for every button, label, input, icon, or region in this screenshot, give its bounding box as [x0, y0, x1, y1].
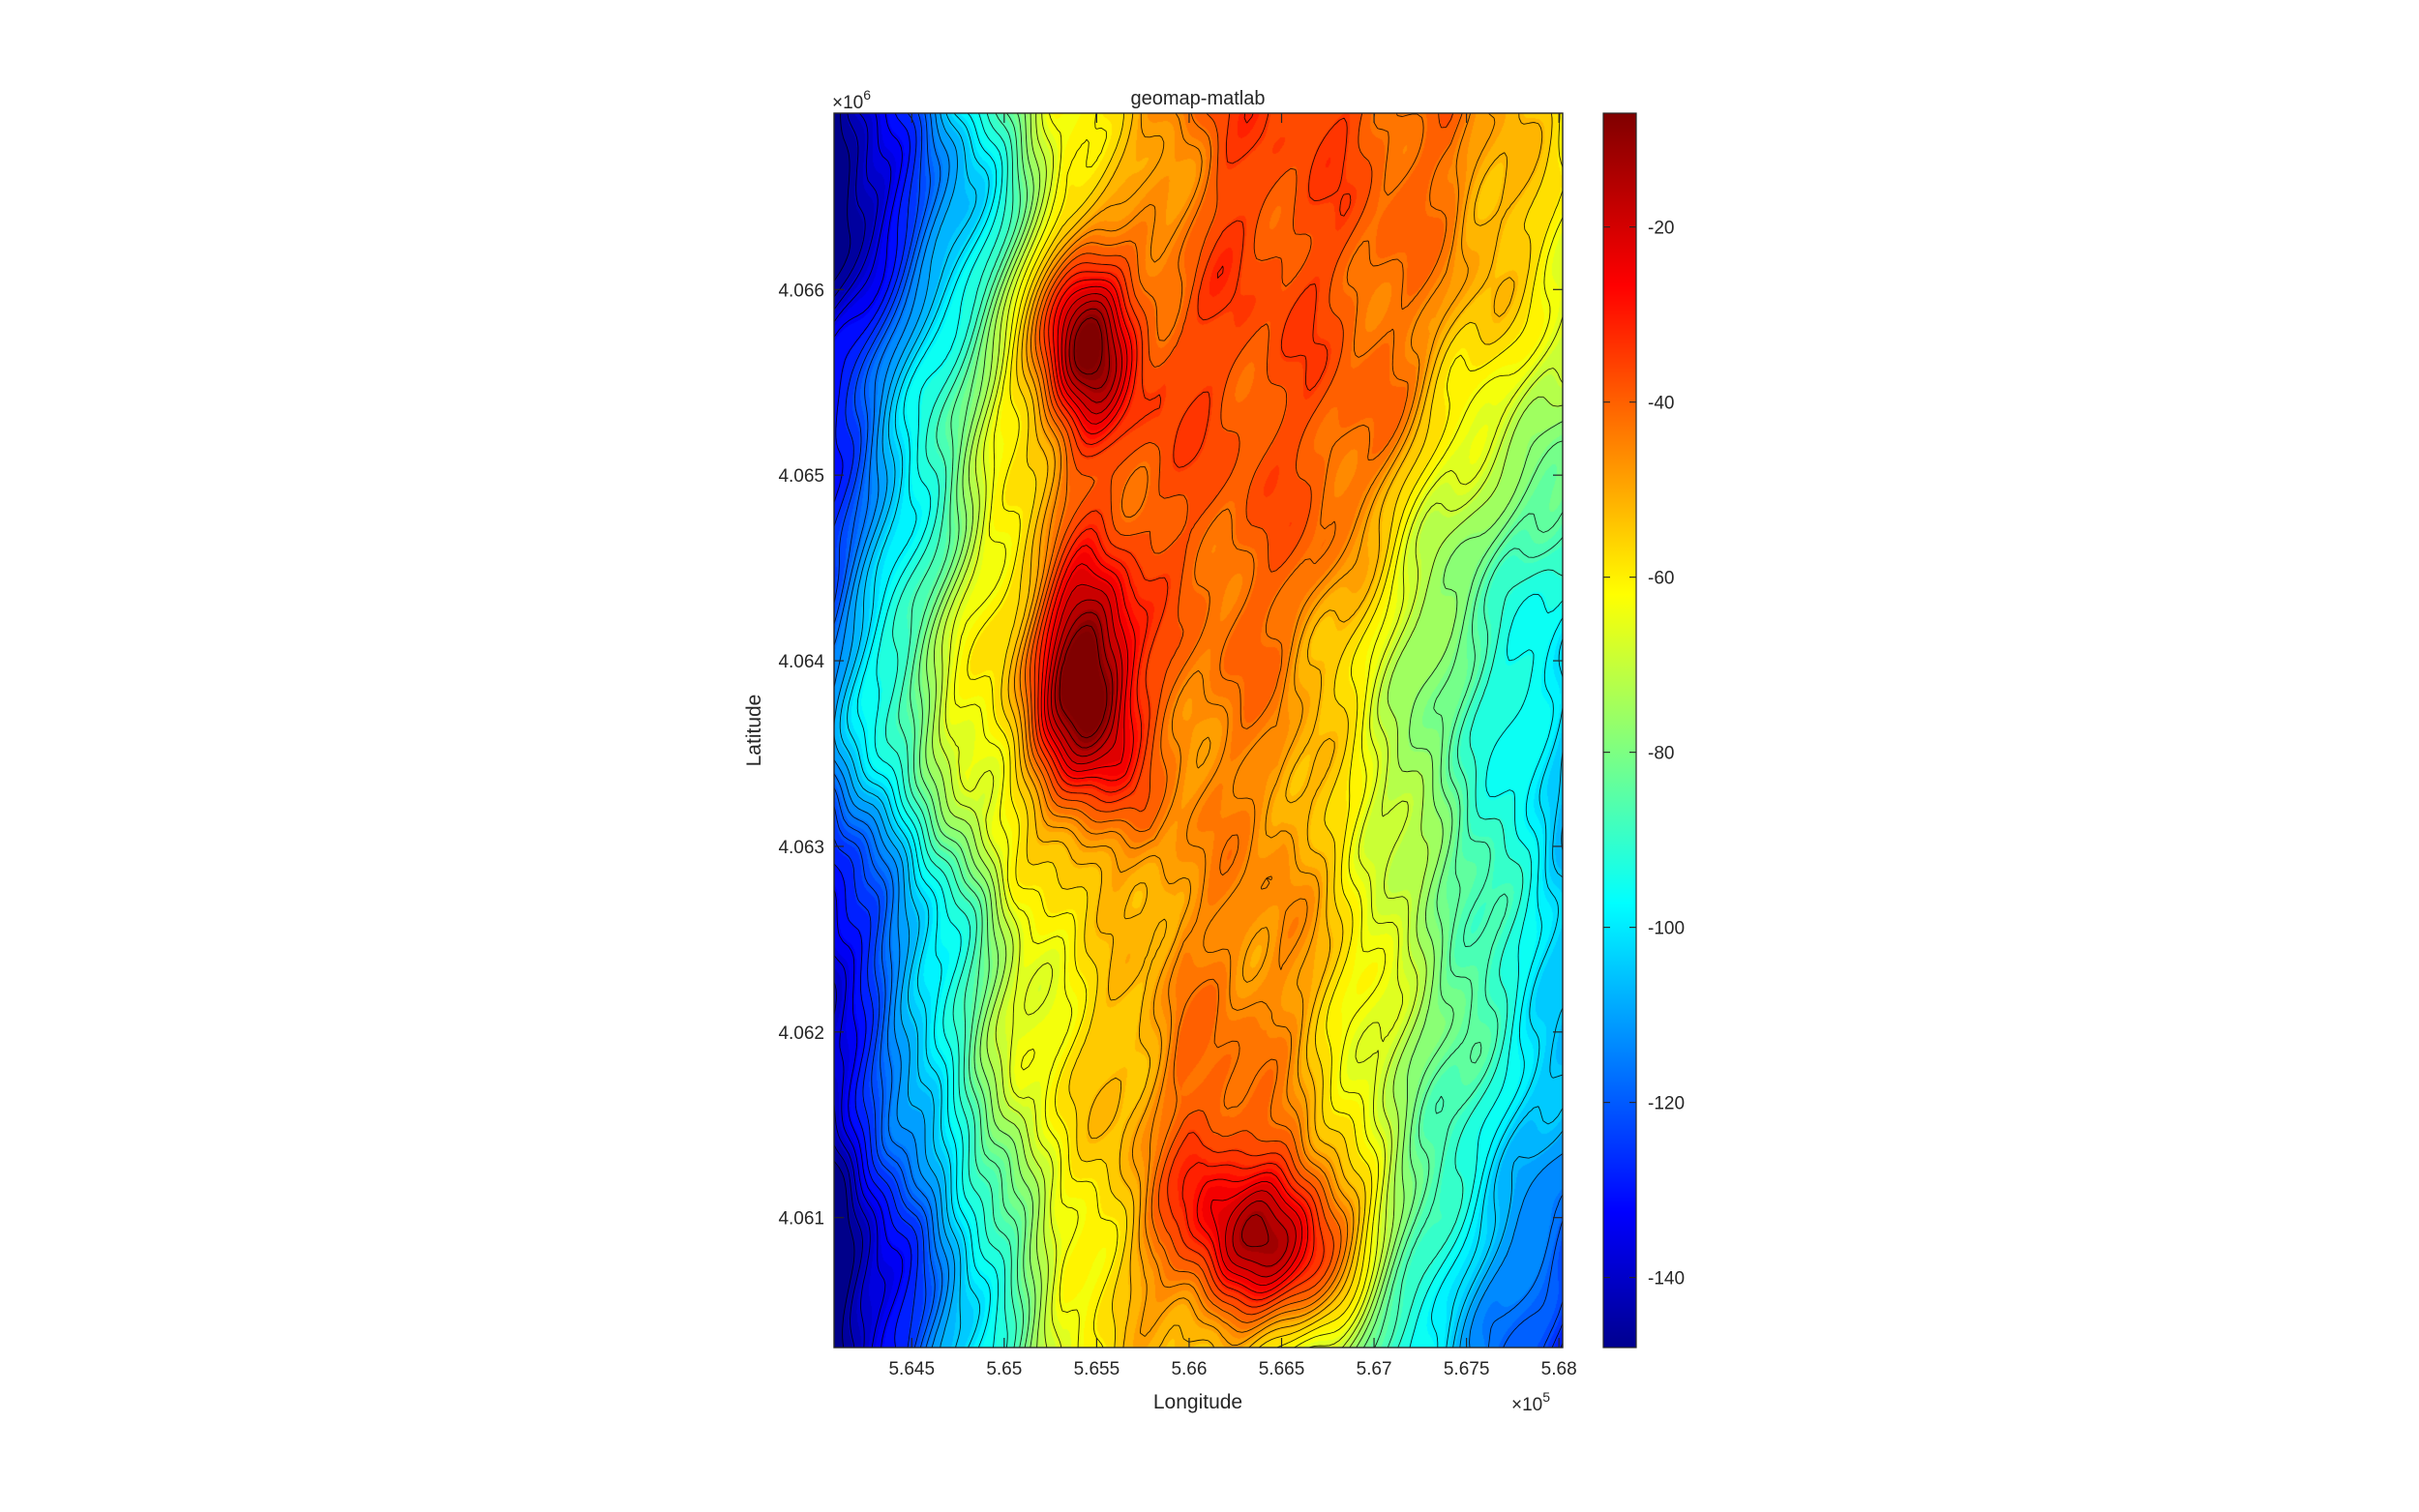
colorbar-gradient [1602, 112, 1637, 1349]
y-tick-label: 4.066 [778, 281, 824, 301]
contour-line [834, 113, 1563, 1348]
contour-line [834, 113, 1563, 1348]
contour-line [1050, 300, 1289, 1267]
svg-text:×105: ×105 [1511, 1389, 1550, 1415]
y-axis-label: Latitude [743, 695, 765, 767]
x-tick-label: 5.68 [1541, 1359, 1577, 1379]
x-tick-label: 5.67 [1357, 1359, 1392, 1379]
x-tick-label: 5.655 [1074, 1359, 1120, 1379]
y-axis-exponent: ×106 [832, 87, 871, 113]
x-tick-label: 5.675 [1444, 1359, 1490, 1379]
colorbar-tick-label: -80 [1648, 744, 1674, 764]
x-tick-label: 5.665 [1259, 1359, 1305, 1379]
colorbar-tick-label: -60 [1648, 569, 1674, 589]
x-exponent-power: 5 [1542, 1389, 1550, 1405]
contour-line [953, 113, 1563, 1348]
y-tick-label: 4.063 [778, 838, 824, 858]
contour-line [834, 113, 855, 1348]
contour-line [874, 113, 1563, 1348]
x-tick-label: 5.65 [986, 1359, 1022, 1379]
x-exponent-base: ×10 [1511, 1395, 1542, 1415]
x-axis: 5.645 5.65 5.655 5.66 5.665 5.67 5.675 5.68 [888, 113, 1577, 1379]
x-axis-exponent: ×105 [1511, 1389, 1550, 1415]
contour-lines [834, 113, 1563, 1348]
y-axis: 4.061 4.062 4.063 4.064 4.065 4.066 [778, 281, 1563, 1230]
colorbar-tick-label: -40 [1648, 394, 1674, 414]
contour-line [918, 113, 1563, 1348]
contour-line [834, 113, 904, 1348]
contour-line [847, 113, 1563, 1348]
contour-line [1013, 113, 1496, 1347]
x-tick-label: 5.66 [1171, 1359, 1207, 1379]
contour-line [932, 113, 1563, 1348]
colorbar-tick-label: -20 [1648, 219, 1674, 239]
contour-line [1025, 113, 1463, 1323]
x-axis-label: Longitude [1153, 1391, 1242, 1413]
contour-line [856, 113, 1563, 1348]
contour-line [939, 113, 1563, 1348]
contour-line [839, 113, 1563, 1348]
contour-line [944, 113, 1563, 1348]
contour-line [1059, 316, 1108, 739]
y-tick-label: 4.061 [778, 1209, 824, 1230]
plot-frame [833, 112, 1564, 1349]
chart-title: geomap-matlab [1131, 88, 1266, 109]
y-tick-label: 4.062 [778, 1023, 824, 1044]
contour-line [1040, 279, 1309, 1293]
map-plot-area[interactable] [833, 112, 1564, 1349]
colorbar-tick-label: -120 [1648, 1094, 1685, 1114]
contour-line [898, 113, 1563, 1348]
x-tick-label: 5.645 [888, 1359, 935, 1379]
svg-text:×106: ×106 [832, 87, 871, 113]
contour-line [834, 113, 1563, 1348]
contour-line [1043, 285, 1303, 1287]
contour-line [1030, 113, 1454, 1316]
elevation-heatmap [834, 113, 1563, 1348]
colorbar-ticks: -20 -40 -60 -80 -100 -120 -140 [1603, 219, 1685, 1290]
contour-line [1054, 308, 1269, 1248]
y-tick-label: 4.065 [778, 466, 824, 487]
contour-line [834, 113, 1563, 1348]
colorbar-tick-label: -140 [1648, 1269, 1685, 1290]
colorbar-tick-label: -100 [1648, 919, 1685, 939]
contour-line [884, 113, 1563, 1348]
y-exponent-power: 6 [863, 87, 871, 103]
contour-line [1033, 113, 1352, 1308]
y-exponent-base: ×10 [832, 93, 863, 113]
contour-line [910, 113, 1563, 1348]
contour-line [1019, 113, 1472, 1333]
y-tick-label: 4.064 [778, 652, 824, 672]
contour-line [967, 113, 1563, 1348]
colorbar: -20 -40 -60 -80 -100 -120 -140 [1602, 112, 1685, 1349]
contour-line [834, 113, 1563, 1348]
contour-line [925, 113, 1563, 1348]
contour-line [1037, 113, 1315, 1301]
contour-line [1007, 113, 1543, 1348]
contour-line [834, 113, 866, 1348]
contour-line [834, 113, 892, 1348]
contour-line [1000, 113, 1553, 1348]
contour-line [1047, 293, 1297, 1278]
